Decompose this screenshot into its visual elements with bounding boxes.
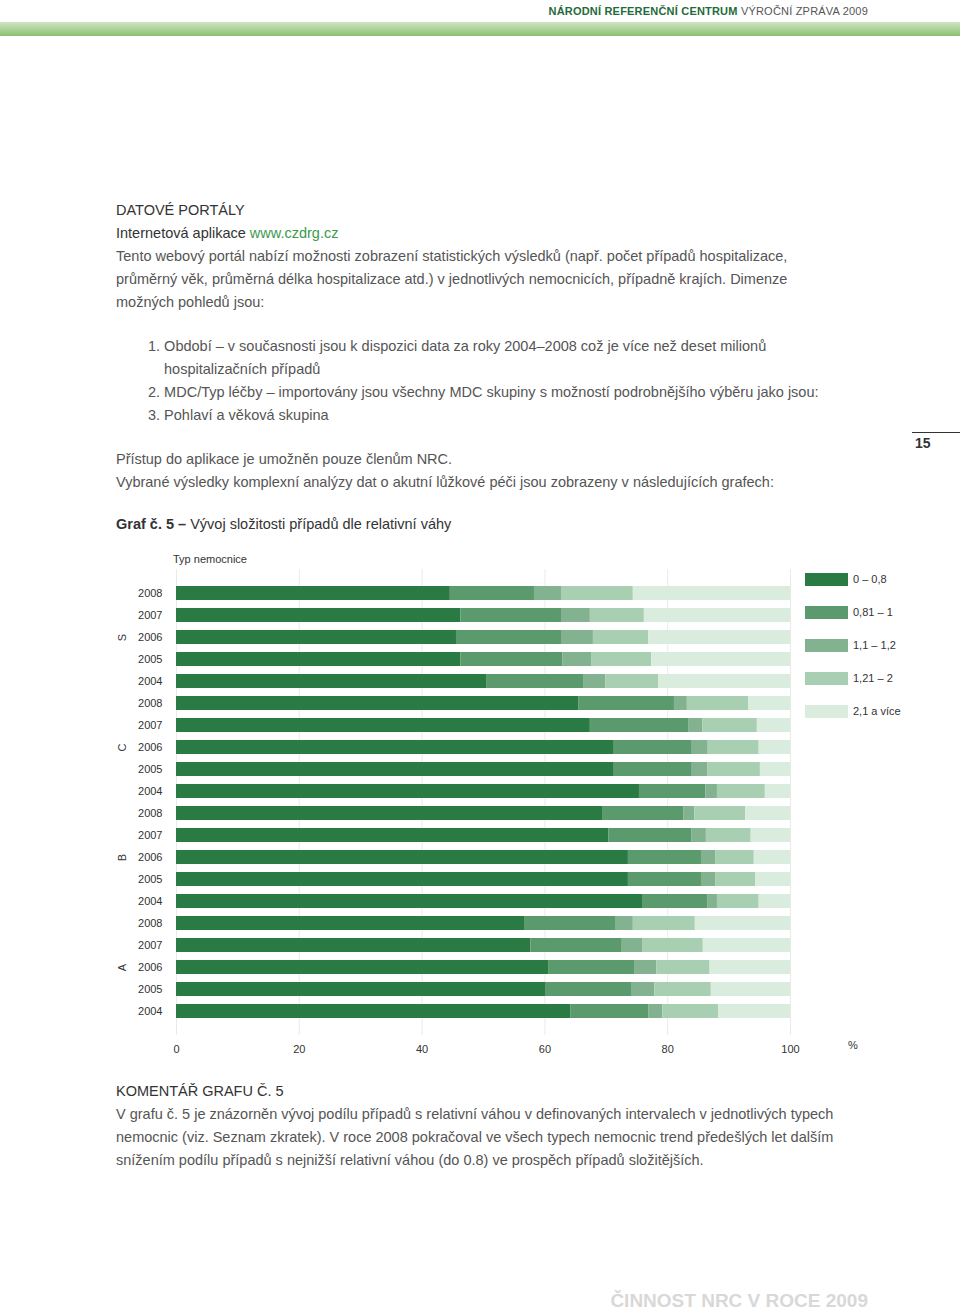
- svg-text:B: B: [116, 854, 128, 861]
- html-text:15: 15: [915, 435, 931, 451]
- svg-text:2005: 2005: [138, 763, 162, 775]
- html-text:KOMENTÁŘ GRAFU Č. 5: KOMENTÁŘ GRAFU Č. 5: [116, 1083, 284, 1099]
- html-text:1,21 – 2: 1,21 – 2: [853, 672, 893, 684]
- svg-text:2007: 2007: [138, 939, 162, 951]
- svg-text:2008: 2008: [138, 807, 162, 819]
- html-text:Tento webový portál nabízí mož: Tento webový portál nabízí možnosti zobr…: [116, 248, 788, 310]
- html-text:2. MDC/Typ léčby – importovány: 2. MDC/Typ léčby – importovány jsou všec…: [148, 384, 819, 400]
- svg-text:80: 80: [662, 1043, 674, 1055]
- html-text:2,1 a více: 2,1 a více: [853, 705, 901, 717]
- svg-text:2006: 2006: [138, 631, 162, 643]
- html-text:Internetová aplikace www.czdrg: Internetová aplikace www.czdrg.cz: [116, 225, 339, 241]
- svg-text:2007: 2007: [138, 719, 162, 731]
- svg-text:2008: 2008: [138, 587, 162, 599]
- svg-text:2005: 2005: [138, 873, 162, 885]
- html-text:Typ nemocnice: Typ nemocnice: [173, 553, 247, 565]
- svg-text:2006: 2006: [138, 851, 162, 863]
- svg-text:100: 100: [781, 1043, 799, 1055]
- svg-text:2005: 2005: [138, 983, 162, 995]
- svg-text:20: 20: [293, 1043, 305, 1055]
- svg-text:60: 60: [539, 1043, 551, 1055]
- svg-text:S: S: [116, 634, 128, 641]
- html-text:V grafu č. 5 je znázorněn vývo: V grafu č. 5 je znázorněn vývoj podílu p…: [116, 1106, 834, 1168]
- html-text:Graf č. 5 – Vývoj složitosti p: Graf č. 5 – Vývoj složitosti případů dle…: [116, 516, 452, 532]
- html-text:DATOVÉ PORTÁLY: DATOVÉ PORTÁLY: [116, 202, 245, 218]
- html-text:1. Období – v současnosti jsou: 1. Období – v současnosti jsou k dispozi…: [148, 338, 767, 377]
- svg-text:2004: 2004: [138, 675, 162, 687]
- html-text:3. Pohlaví a věková skupina: 3. Pohlaví a věková skupina: [148, 407, 329, 423]
- html-text:1,1 – 1,2: 1,1 – 1,2: [853, 639, 896, 651]
- svg-text:2007: 2007: [138, 609, 162, 621]
- html-text:NÁRODNÍ REFERENČNÍ CENTRUM VÝR: NÁRODNÍ REFERENČNÍ CENTRUM VÝROČNÍ ZPRÁV…: [548, 5, 868, 17]
- svg-text:2008: 2008: [138, 917, 162, 929]
- svg-text:C: C: [116, 743, 128, 751]
- svg-text:2005: 2005: [138, 653, 162, 665]
- svg-text:2008: 2008: [138, 697, 162, 709]
- svg-text:2004: 2004: [138, 1005, 162, 1017]
- html-text:Vybrané výsledky komplexní ana: Vybrané výsledky komplexní analýzy dat o…: [116, 474, 774, 490]
- svg-text:A: A: [116, 963, 128, 971]
- svg-text:2006: 2006: [138, 741, 162, 753]
- html-text:Přístup do aplikace je umožněn: Přístup do aplikace je umožněn pouze čle…: [116, 451, 453, 467]
- svg-text:0: 0: [173, 1043, 179, 1055]
- svg-text:2006: 2006: [138, 961, 162, 973]
- svg-text:2004: 2004: [138, 785, 162, 797]
- svg-text:40: 40: [416, 1043, 428, 1055]
- html-text:ČINNOST NRC V ROCE 2009: ČINNOST NRC V ROCE 2009: [610, 1290, 868, 1311]
- html-text:0 – 0,8: 0 – 0,8: [853, 573, 887, 585]
- svg-text:2004: 2004: [138, 895, 162, 907]
- html-text:0,81 – 1: 0,81 – 1: [853, 606, 893, 618]
- svg-text:2007: 2007: [138, 829, 162, 841]
